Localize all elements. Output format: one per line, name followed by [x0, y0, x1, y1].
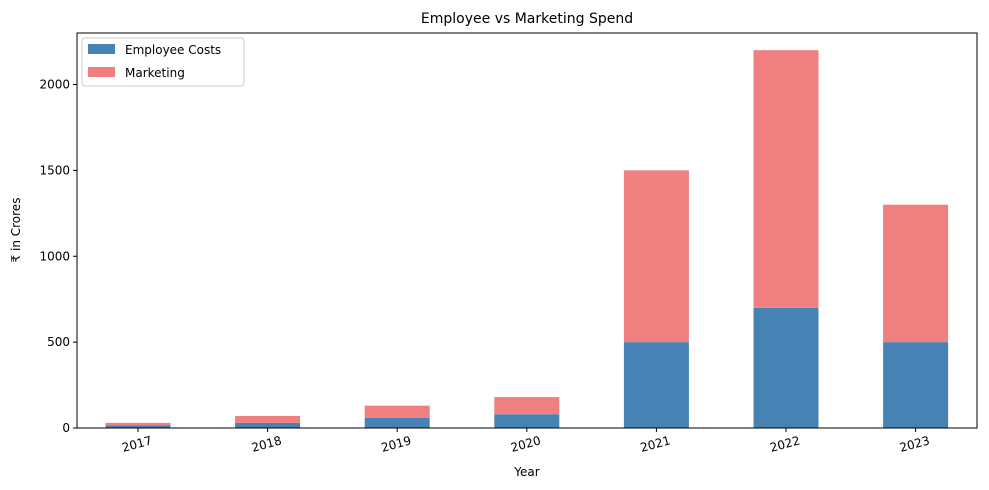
- plot-frame: [76, 32, 978, 429]
- x-tick-label-2019: 2019: [380, 433, 413, 454]
- x-axis: 2017 2018 2019 2020 2021 2022 2023: [120, 428, 931, 455]
- bar-employee-costs-2021: [623, 342, 689, 428]
- bar-employee-costs-2017: [105, 425, 171, 428]
- x-tick-label-2021: 2021: [639, 433, 672, 454]
- y-tick-label-1000: 1000: [39, 249, 70, 263]
- x-tick-label-2023: 2023: [898, 433, 931, 454]
- x-tick-label-2017: 2017: [120, 433, 153, 454]
- legend: Employee Costs Marketing: [81, 37, 245, 87]
- plot-area: [105, 50, 949, 428]
- bar-employee-costs-2023: [883, 342, 949, 428]
- bar-employee-costs-2020: [494, 414, 560, 428]
- legend-label-employee-costs: Employee Costs: [125, 43, 221, 57]
- bar-marketing-2023: [883, 204, 949, 343]
- chart-title: Employee vs Marketing Spend: [421, 11, 633, 27]
- x-axis-label: Year: [513, 465, 539, 479]
- bar-marketing-2021: [623, 170, 689, 343]
- x-tick-label-2018: 2018: [250, 433, 283, 454]
- bar-employee-costs-2019: [364, 417, 430, 428]
- bar-marketing-2018: [235, 415, 301, 423]
- bar-employee-costs-2022: [753, 307, 819, 428]
- bar-marketing-2022: [753, 50, 819, 308]
- y-axis-label: ₹ in Crores: [9, 198, 23, 263]
- legend-label-marketing: Marketing: [125, 66, 185, 80]
- x-tick-label-2022: 2022: [768, 433, 801, 454]
- y-tick-label-0: 0: [62, 421, 70, 435]
- legend-swatch-marketing: [88, 67, 115, 77]
- bar-marketing-2020: [494, 397, 560, 415]
- y-tick-label-1500: 1500: [39, 163, 70, 177]
- legend-swatch-employee-costs: [88, 44, 115, 54]
- bar-employee-costs-2018: [235, 422, 301, 428]
- y-axis: 0 500 1000 1500 2000: [39, 78, 77, 435]
- y-tick-label-2000: 2000: [39, 78, 70, 92]
- legend-box: [81, 37, 245, 87]
- x-tick-label-2020: 2020: [509, 433, 542, 454]
- y-tick-label-500: 500: [47, 335, 70, 349]
- bar-marketing-2019: [364, 405, 430, 418]
- bar-marketing-2017: [105, 422, 171, 426]
